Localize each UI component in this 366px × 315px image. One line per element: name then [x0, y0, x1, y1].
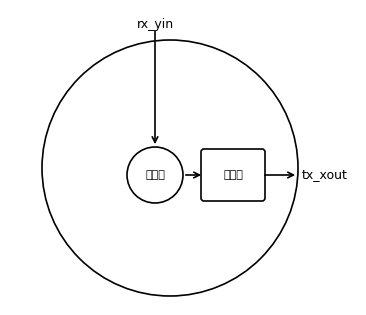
Text: 寄存器: 寄存器 — [223, 170, 243, 180]
FancyBboxPatch shape — [201, 149, 265, 201]
Circle shape — [127, 147, 183, 203]
Text: 开方器: 开方器 — [145, 170, 165, 180]
Text: tx_xout: tx_xout — [302, 169, 348, 181]
Text: rx_yin: rx_yin — [137, 18, 173, 31]
